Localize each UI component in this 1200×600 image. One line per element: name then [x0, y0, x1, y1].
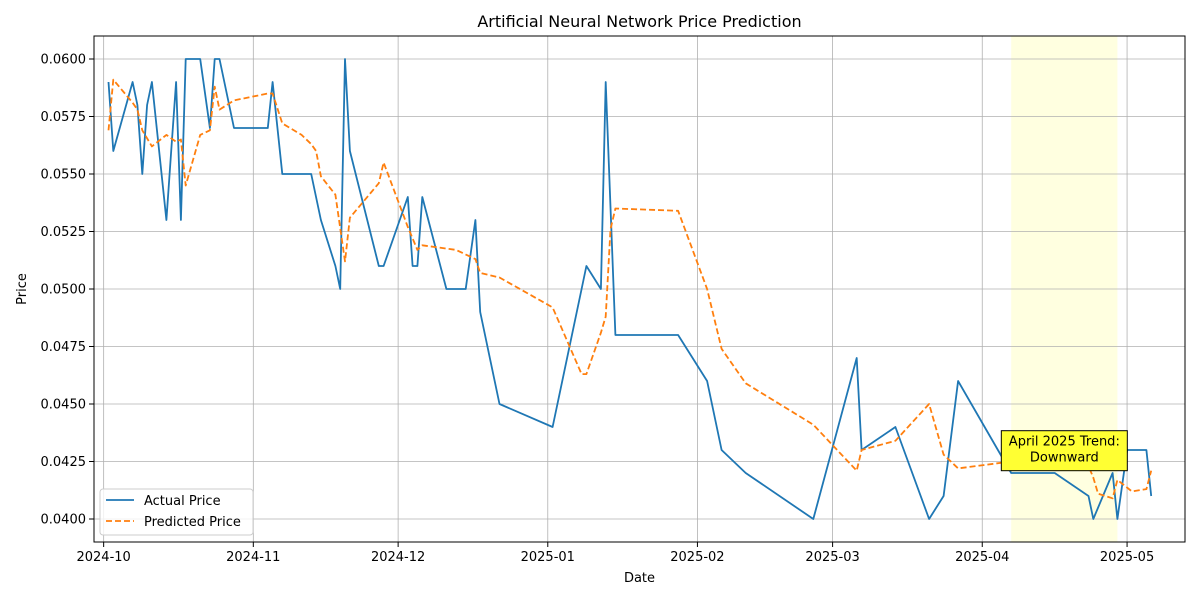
- x-tick-label: 2025-04: [955, 550, 1009, 565]
- y-tick-label: 0.0550: [41, 168, 87, 183]
- chart-title: Artificial Neural Network Price Predicti…: [477, 12, 801, 31]
- y-tick-label: 0.0475: [41, 340, 87, 355]
- legend-box: [99, 488, 254, 536]
- legend-label-predicted: Predicted Price: [144, 515, 241, 530]
- y-tick-label: 0.0525: [41, 225, 87, 240]
- y-tick-label: 0.0450: [41, 398, 87, 413]
- y-tick-label: 0.0575: [41, 110, 87, 125]
- y-tick-label: 0.0500: [41, 283, 87, 298]
- annotation-box: [1000, 430, 1128, 472]
- y-tick-label: 0.0425: [41, 455, 87, 470]
- y-tick-label: 0.0400: [41, 513, 87, 528]
- x-tick-label: 2024-11: [226, 550, 280, 565]
- x-tick-label: 2025-01: [521, 550, 575, 565]
- annotation-text: April 2025 Trend:: [1009, 435, 1120, 450]
- legend: Actual Price Predicted Price: [99, 488, 254, 536]
- x-tick-label: 2025-02: [670, 550, 724, 565]
- annotation-text: Downward: [1030, 451, 1099, 466]
- y-axis-label: Price: [15, 273, 30, 305]
- y-tick-label: 0.0600: [41, 53, 87, 68]
- x-tick-label: 2024-12: [371, 550, 425, 565]
- series-line-actual: [107, 58, 1153, 520]
- x-axis-label: Date: [624, 571, 655, 586]
- x-tick-label: 2025-03: [805, 550, 859, 565]
- x-tick-label: 2024-10: [76, 550, 130, 565]
- legend-label-actual: Actual Price: [144, 494, 221, 509]
- x-tick-label: 2025-05: [1100, 550, 1154, 565]
